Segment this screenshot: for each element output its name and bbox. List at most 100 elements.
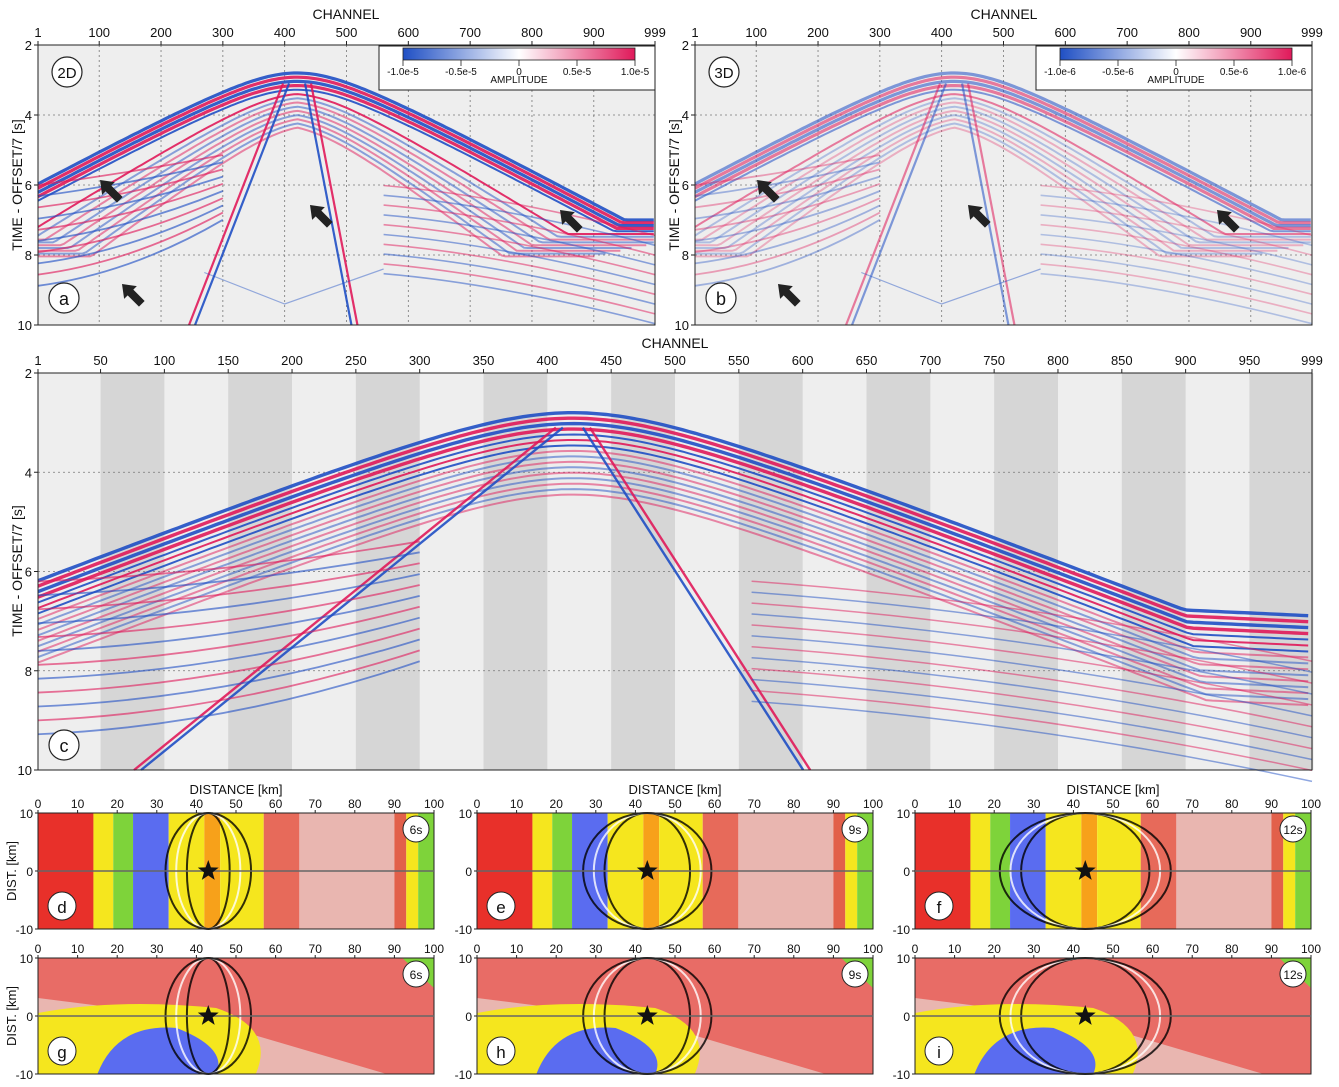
wavefront <box>695 118 1278 252</box>
x-tick-label: 500 <box>664 353 686 368</box>
x-tick-label: 80 <box>1225 942 1239 956</box>
y-tick-label: 0 <box>903 865 910 879</box>
reflection-left <box>37 154 224 186</box>
x-tick-label: 40 <box>190 942 204 956</box>
x-tick-label: 10 <box>510 942 524 956</box>
reflection-right <box>1040 253 1313 305</box>
reflection-right <box>751 656 1313 739</box>
reflection-right <box>1040 214 1313 266</box>
reflection-left <box>37 211 224 276</box>
y-tick-label: 2 <box>25 366 32 381</box>
direct-wave <box>188 83 285 326</box>
arrow-shape <box>1217 210 1240 233</box>
x-tick-label: 30 <box>150 797 164 811</box>
x-tick-label: 80 <box>787 797 801 811</box>
x-tick-label: 90 <box>827 942 841 956</box>
x-tick-label: 50 <box>668 942 682 956</box>
x-tick-label: 600 <box>792 353 814 368</box>
x-tick-label: 700 <box>459 25 481 40</box>
y-tick-label: 6 <box>25 178 32 193</box>
colorbar-tick-label: -0.5e-5 <box>445 67 477 78</box>
panel-letter-circle <box>486 891 516 921</box>
x-tick-label: 10 <box>71 942 85 956</box>
reflection-right <box>1040 233 1313 286</box>
wavefront <box>694 97 1311 238</box>
map-y-label: DIST. [km] <box>4 986 19 1046</box>
wavefront <box>694 71 1311 222</box>
reflection-right <box>383 272 656 325</box>
reflection-left <box>694 204 881 265</box>
arrow-icon <box>310 205 333 228</box>
reflection-left <box>37 182 224 231</box>
time-badge: 12s <box>1283 968 1302 982</box>
x-tick-label: 100 <box>1301 942 1321 956</box>
x-tick-label: 30 <box>589 942 603 956</box>
x-tick-label: 100 <box>424 797 444 811</box>
reflection-left <box>37 175 224 220</box>
arrow-shape <box>968 205 991 228</box>
panel-letter: h <box>496 1043 505 1062</box>
wavefront <box>694 84 1311 230</box>
arrow-icon <box>122 284 145 307</box>
reflection-left <box>37 190 224 242</box>
wavefront <box>37 97 654 238</box>
y-tick-label: 0 <box>465 865 472 879</box>
x-tick-label: 1 <box>34 25 41 40</box>
colorbar-tick-label: 0.5e-5 <box>563 67 592 78</box>
map-x-label: DISTANCE [km] <box>190 782 283 797</box>
x-tick-label: 400 <box>536 353 558 368</box>
panel-b-x-ticks: 1 100 200 300 400 500 600 700 800 900 999 <box>691 25 1323 45</box>
x-tick-label: 100 <box>863 797 883 811</box>
panel-a-y-ticks: 2 4 6 8 10 <box>18 38 38 333</box>
time-badge: 6s <box>410 968 423 982</box>
y-tick-label: 2 <box>682 38 689 53</box>
panel-b-x-label: CHANNEL <box>971 6 1038 22</box>
reflection-right <box>383 233 656 286</box>
reflection-left <box>694 154 881 186</box>
time-badge-circle <box>841 815 869 843</box>
panel-a-colorbar: -1.0e-5 -0.5e-5 0 0.5e-5 1.0e-5 AMPLITUDE <box>378 45 656 91</box>
x-tick-label: 10 <box>948 942 962 956</box>
panel-a-y-label: TIME - OFFSET/7 [s] <box>9 119 25 250</box>
x-tick-label: 50 <box>93 353 107 368</box>
colorbar-tick-label: 0 <box>516 67 522 78</box>
reflection-right <box>751 667 1313 750</box>
x-tick-label: 900 <box>1175 353 1197 368</box>
reflection-right <box>1040 263 1313 315</box>
reflection-right <box>751 624 1313 706</box>
reflection-right <box>751 602 1313 684</box>
arrow-icon <box>100 180 123 203</box>
y-tick-label: 6 <box>25 565 32 580</box>
x-tick-label: 300 <box>869 25 891 40</box>
x-tick-label: 40 <box>1067 942 1081 956</box>
time-badge: 12s <box>1283 823 1302 837</box>
wavefront <box>37 411 1309 618</box>
y-tick-label: 10 <box>675 318 689 333</box>
wavefront <box>37 439 1309 647</box>
reflection-left <box>37 562 420 611</box>
y-tick-label: -10 <box>893 1068 911 1082</box>
wavefront <box>37 444 1309 653</box>
x-tick-label: 70 <box>309 942 323 956</box>
y-tick-label: -10 <box>16 923 34 937</box>
x-tick-label: 450 <box>600 353 622 368</box>
reflection-right <box>383 194 656 247</box>
panel-b-colorbar-gradient <box>1059 47 1293 61</box>
colorbar-tick-label: 0 <box>1173 67 1179 78</box>
panel-letter-circle <box>486 1036 516 1066</box>
wavefront <box>38 105 654 244</box>
time-badge-circle <box>402 815 430 843</box>
x-tick-label: 70 <box>309 797 323 811</box>
y-tick-label: 8 <box>682 248 689 263</box>
reflection-left <box>37 204 224 265</box>
x-tick-label: 900 <box>583 25 605 40</box>
x-tick-label: 30 <box>589 797 603 811</box>
x-tick-label: 600 <box>1054 25 1076 40</box>
wavefront <box>37 79 654 228</box>
panel-a-tag-circle <box>51 56 83 88</box>
x-tick-label: 100 <box>154 353 176 368</box>
reflection-right <box>1040 223 1313 276</box>
y-tick-label: -10 <box>16 1068 34 1082</box>
